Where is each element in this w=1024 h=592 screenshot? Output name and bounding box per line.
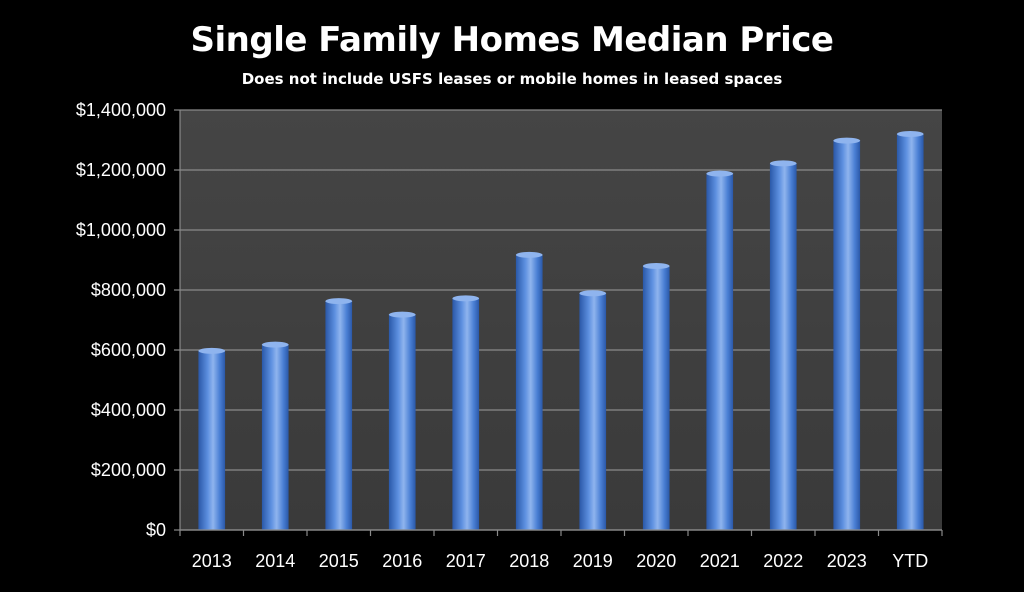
bar-2019 [579,290,607,530]
x-tick-label: 2021 [700,551,740,571]
bar [896,134,924,530]
bar-2015 [325,298,353,530]
bar-2023 [833,137,861,530]
bar-cap [388,311,416,318]
bar-cap [706,170,734,177]
bar [579,293,607,530]
x-tick-label: 2022 [763,551,803,571]
bar [325,301,353,530]
bar [515,254,543,530]
bar [769,163,797,530]
x-tick-label: YTD [892,551,928,571]
bar-2022 [769,160,797,530]
x-tick-label: 2019 [573,551,613,571]
bar-2018 [515,251,543,530]
chart-subtitle: Does not include USFS leases or mobile h… [241,70,783,88]
y-tick-label: $0 [146,520,166,540]
bar [452,298,480,530]
bar-cap [642,263,670,269]
y-tick-label: $800,000 [91,280,166,300]
bar-cap [452,295,480,302]
bar [198,350,226,530]
plot-area [180,110,942,530]
x-tick-label: 2013 [192,551,232,571]
bar [261,344,289,530]
x-tick-label: 2015 [319,551,359,571]
bar-YTD [896,131,924,530]
bar-cap [515,251,543,258]
y-tick-label: $600,000 [91,340,166,360]
bar-2013 [198,347,226,530]
x-tick-label: 2023 [827,551,867,571]
bar-cap [769,160,797,167]
y-tick-label: $400,000 [91,400,166,420]
bar [388,314,416,530]
bar [833,140,861,530]
bar-2021 [706,170,734,530]
bar-cap [198,347,226,354]
bar-cap [833,137,861,144]
bar-cap [325,298,353,305]
y-tick-label: $1,200,000 [76,160,166,180]
x-axis: 2013 2014 2015 2016 2017 2018 2019 2020 2021 2022… [179,529,943,571]
bar-2020 [642,263,670,530]
y-tick-label: $1,000,000 [76,220,166,240]
bar-cap [579,290,607,297]
bar-cap [261,341,289,348]
bar [642,266,670,530]
x-tick-label: 2017 [446,551,486,571]
chart-title: Single Family Homes Median Price [190,20,834,60]
x-tick-label: 2020 [636,551,676,571]
bar-2016 [388,311,416,530]
y-tick-label: $200,000 [91,460,166,480]
bar [706,173,734,530]
bar-2014 [261,341,289,530]
x-tick-label: 2014 [255,551,295,571]
y-axis: $0 $200,000 $400,000 $600,000 $800,000 $1,000… [76,100,181,540]
x-tick-label: 2018 [509,551,549,571]
bar-cap [896,131,924,137]
x-tick-label: 2016 [382,551,422,571]
bars [198,131,924,530]
bar-2017 [452,295,480,530]
y-tick-label: $1,400,000 [76,100,166,120]
